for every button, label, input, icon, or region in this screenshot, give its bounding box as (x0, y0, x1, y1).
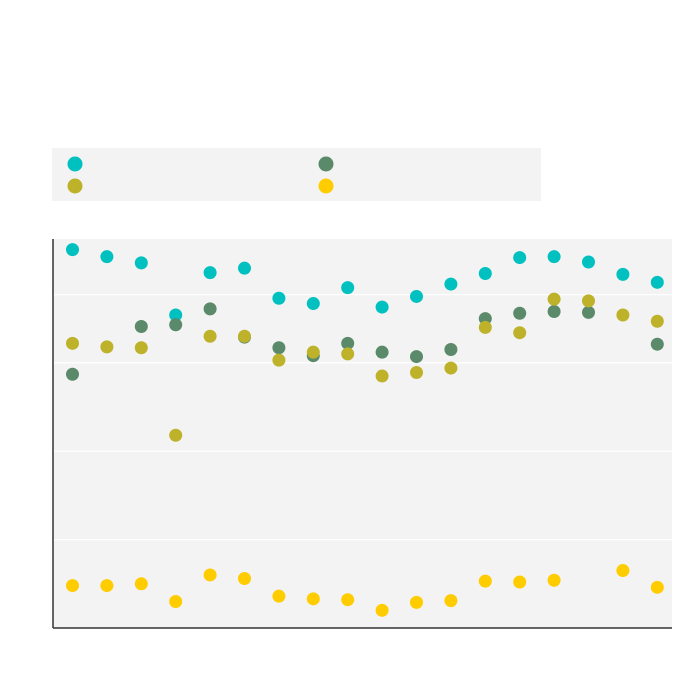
point-series-2-11 (410, 350, 423, 364)
point-series-3-4 (169, 428, 183, 442)
point-series-3-5 (203, 329, 217, 343)
point-series-4-12 (444, 594, 458, 608)
point-series-4-9 (341, 593, 355, 607)
point-series-3-3 (134, 341, 148, 355)
point-series-1-13 (478, 266, 492, 280)
point-series-4-7 (272, 589, 286, 603)
point-series-4-14 (513, 575, 527, 589)
point-series-1-10 (375, 300, 389, 314)
point-series-2-14 (513, 306, 527, 320)
point-series-4-13 (478, 574, 492, 588)
legend-key-series-2 (318, 156, 334, 172)
point-series-2-7 (272, 341, 286, 355)
point-series-3-18 (650, 314, 664, 328)
point-series-1-2 (100, 250, 114, 264)
point-series-4-17 (616, 564, 630, 578)
point-series-3-11 (410, 365, 423, 379)
point-series-2-1 (66, 367, 79, 381)
point-series-1-14 (513, 251, 527, 265)
point-series-3-2 (100, 340, 114, 354)
point-series-3-8 (306, 345, 320, 359)
point-series-3-14 (513, 326, 527, 340)
point-series-2-12 (444, 343, 458, 357)
legend-key-series-3 (67, 178, 83, 194)
legend-key-series-1 (67, 156, 83, 172)
point-series-4-8 (306, 592, 320, 606)
point-series-4-5 (203, 568, 217, 582)
point-series-2-10 (375, 345, 389, 359)
point-series-3-6 (238, 329, 251, 343)
point-series-1-3 (134, 256, 148, 270)
point-series-4-2 (100, 579, 114, 593)
point-series-3-15 (547, 292, 561, 306)
point-series-3-1 (66, 336, 79, 350)
point-series-3-13 (478, 320, 492, 334)
point-series-3-10 (375, 369, 389, 383)
point-series-1-7 (272, 291, 286, 305)
point-series-4-6 (238, 571, 251, 585)
point-series-4-1 (66, 579, 79, 593)
point-series-3-12 (444, 361, 458, 375)
point-series-4-10 (375, 603, 389, 617)
point-series-2-18 (650, 337, 664, 351)
point-series-1-11 (410, 289, 423, 303)
point-series-1-15 (547, 250, 561, 264)
point-series-1-18 (650, 275, 664, 289)
point-series-1-9 (341, 281, 355, 295)
point-series-3-9 (341, 347, 355, 361)
point-series-1-6 (238, 261, 251, 275)
point-series-1-16 (582, 255, 595, 269)
point-series-4-11 (410, 595, 423, 609)
point-series-3-16 (582, 294, 595, 308)
point-series-4-3 (134, 577, 148, 591)
legend-key-series-4 (318, 178, 334, 194)
point-series-3-17 (616, 308, 630, 322)
point-series-4-15 (547, 573, 561, 587)
point-series-2-4 (169, 318, 183, 332)
point-series-2-3 (134, 320, 148, 334)
point-series-3-7 (272, 353, 286, 367)
point-series-1-17 (616, 267, 630, 281)
point-series-4-4 (169, 594, 183, 608)
legend (52, 148, 541, 201)
point-series-1-4 (169, 308, 183, 322)
point-series-4-18 (650, 580, 664, 594)
point-series-1-12 (444, 277, 458, 291)
point-series-2-15 (547, 304, 561, 318)
plot-panel (53, 239, 672, 628)
point-series-2-9 (341, 336, 355, 350)
point-series-2-5 (203, 302, 217, 316)
point-series-2-16 (582, 305, 595, 319)
point-series-1-1 (66, 243, 79, 257)
point-series-1-5 (203, 266, 217, 280)
point-series-1-8 (306, 297, 320, 311)
